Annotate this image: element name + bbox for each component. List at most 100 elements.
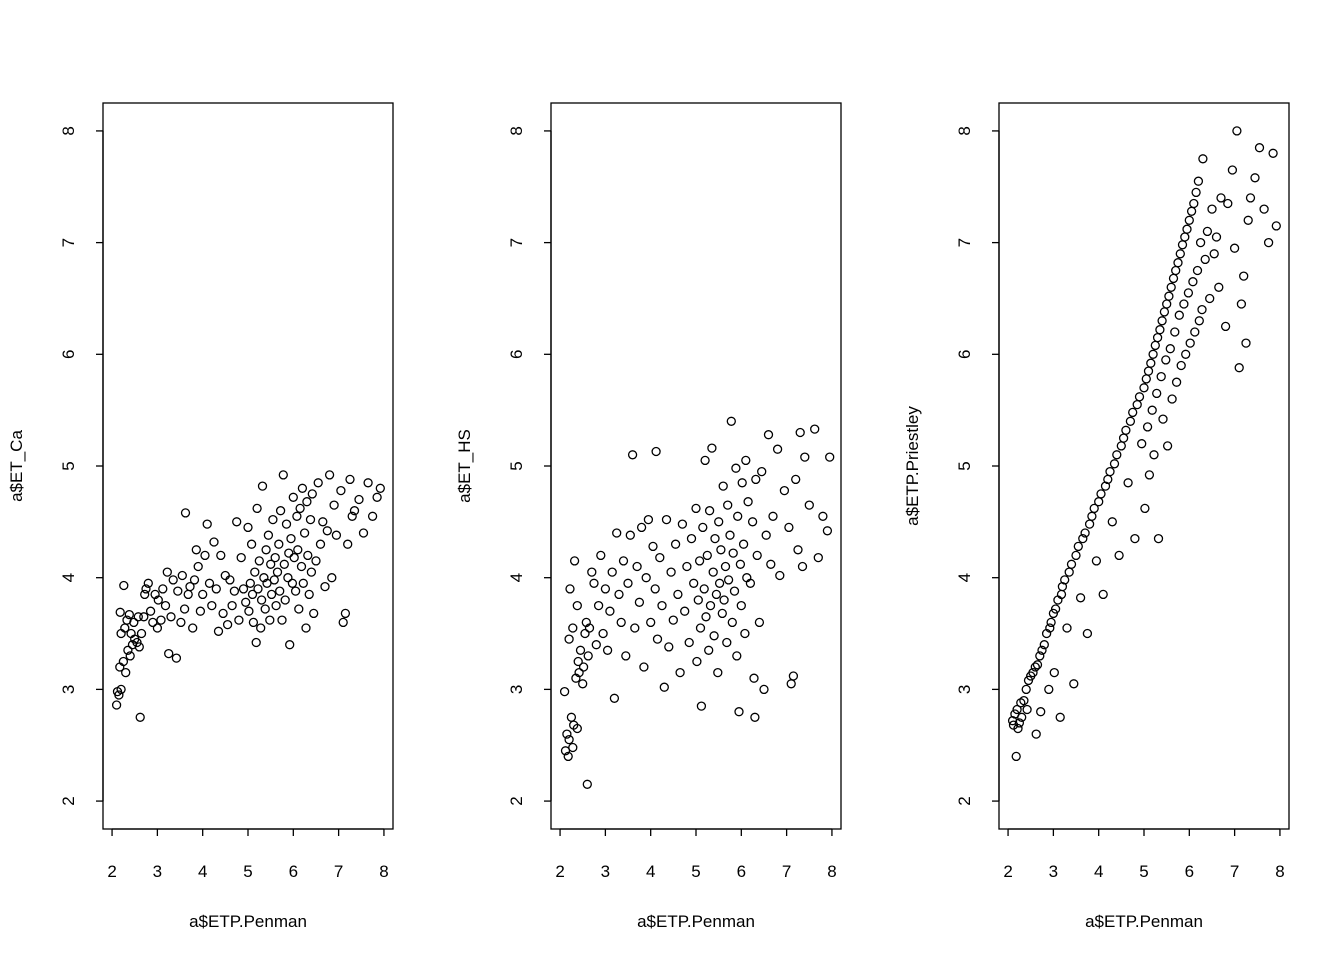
data-point: [636, 522, 647, 533]
data-point: [1153, 533, 1164, 544]
data-point: [293, 545, 303, 555]
data-point: [725, 530, 735, 540]
data-point: [299, 528, 310, 538]
data-point: [784, 522, 794, 533]
data-point: [213, 626, 224, 636]
data-point: [166, 612, 176, 622]
data-point: [1039, 640, 1049, 650]
data-point: [673, 589, 683, 600]
data-point: [265, 615, 275, 625]
data-point: [752, 550, 762, 561]
data-point: [729, 586, 740, 596]
data-point: [572, 723, 582, 734]
data-point: [1181, 349, 1191, 359]
data-point: [1241, 338, 1251, 348]
x-tick-label: 7: [782, 862, 791, 881]
data-point: [140, 589, 150, 600]
data-point: [1046, 617, 1056, 628]
x-tick-label: 7: [1230, 862, 1239, 881]
data-point: [749, 673, 759, 683]
x-tick-label: 2: [555, 862, 564, 881]
data-point: [1075, 593, 1086, 603]
data-point: [568, 623, 578, 633]
data-point: [135, 712, 145, 722]
data-point: [298, 578, 308, 588]
data-point: [680, 606, 690, 616]
data-point: [1214, 282, 1224, 292]
data-point: [153, 595, 163, 605]
data-point: [779, 485, 790, 496]
data-point: [602, 645, 613, 655]
y-tick-label: 3: [507, 685, 526, 694]
data-point: [564, 734, 574, 745]
x-tick-label: 3: [601, 862, 610, 881]
data-point: [274, 539, 284, 549]
data-point: [121, 667, 131, 678]
data-point: [562, 729, 572, 739]
data-point: [596, 550, 606, 561]
data-point: [284, 548, 294, 558]
data-point: [1193, 176, 1204, 186]
data-point: [1254, 143, 1265, 153]
data-point: [612, 528, 622, 538]
data-point: [338, 617, 348, 628]
x-axis-label: a$ETP.Penman: [1085, 912, 1203, 931]
data-point: [655, 552, 665, 563]
data-point: [254, 556, 264, 566]
data-point: [1045, 623, 1055, 633]
data-point: [129, 617, 139, 628]
data-point: [145, 606, 156, 616]
data-point: [1232, 126, 1242, 136]
data-point: [564, 634, 574, 644]
data-point: [750, 712, 760, 722]
data-point: [745, 578, 756, 588]
data-point: [695, 623, 706, 633]
data-point: [1184, 215, 1194, 225]
data-point: [295, 503, 305, 514]
data-point: [704, 506, 715, 516]
data-point: [625, 530, 635, 540]
data-point: [307, 489, 317, 499]
data-point: [269, 575, 279, 585]
data-point: [243, 522, 253, 533]
data-point: [641, 573, 651, 583]
data-point: [1147, 405, 1157, 415]
data-point: [1192, 265, 1203, 276]
data-point: [1205, 293, 1215, 304]
data-point: [313, 478, 323, 488]
data-point: [119, 580, 129, 591]
data-point: [735, 559, 746, 569]
data-point: [1271, 221, 1281, 231]
y-tick-label: 2: [507, 796, 526, 805]
data-point: [340, 608, 351, 619]
y-tick-label: 6: [507, 350, 526, 359]
data-point: [689, 578, 699, 588]
data-point: [189, 575, 200, 585]
y-tick-label: 4: [507, 573, 526, 582]
data-point: [709, 631, 719, 641]
data-point: [1239, 271, 1249, 281]
data-point: [699, 584, 709, 594]
data-point: [1167, 394, 1177, 404]
data-point: [1089, 503, 1099, 514]
y-tick-label: 6: [59, 350, 78, 359]
data-point: [609, 693, 620, 703]
data-point: [616, 617, 626, 628]
data-point: [277, 615, 287, 625]
data-point: [593, 600, 604, 611]
data-point: [1250, 173, 1260, 183]
data-point: [696, 701, 707, 711]
data-point: [1017, 712, 1027, 722]
data-point: [367, 511, 378, 521]
data-point: [1028, 667, 1038, 678]
x-tick-label: 4: [198, 862, 207, 881]
data-point: [349, 506, 360, 516]
data-point: [754, 617, 765, 628]
data-point: [180, 508, 191, 518]
data-point: [1137, 439, 1147, 449]
data-point: [659, 682, 669, 692]
data-point: [714, 578, 725, 588]
data-point: [1078, 533, 1088, 544]
data-point: [684, 637, 694, 648]
